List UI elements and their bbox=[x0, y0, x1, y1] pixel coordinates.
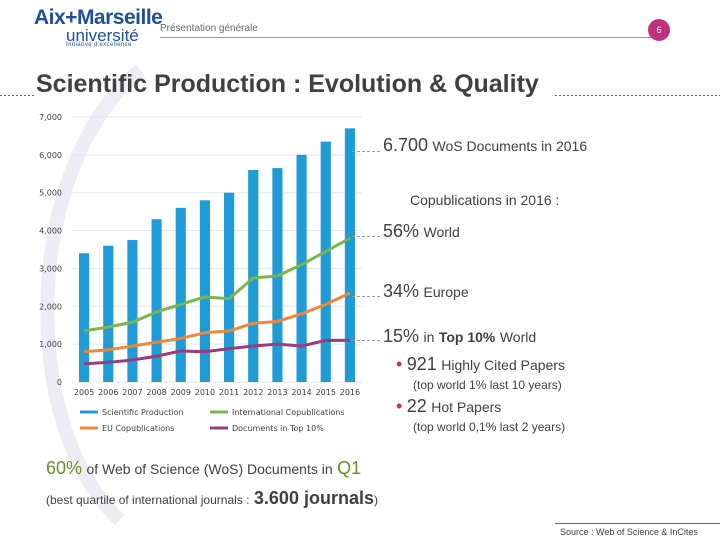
bullet-icon: • bbox=[396, 396, 403, 416]
europe-leader-line bbox=[352, 296, 380, 297]
series-line bbox=[83, 291, 351, 354]
top10-in: in bbox=[423, 329, 435, 345]
production-chart: 0 1,000 2,000 3,000 4,000 5,000 6,000 7,000 200… bbox=[39, 113, 362, 433]
x-tick-label: 2016 bbox=[340, 388, 360, 397]
legend-label: EU Copublications bbox=[102, 424, 174, 433]
bullet-icon: • bbox=[396, 354, 403, 374]
x-tick-label: 2008 bbox=[146, 388, 166, 397]
docs-value: 6.700 bbox=[383, 135, 429, 155]
header-subtitle: Présentation générale bbox=[160, 23, 258, 34]
world-leader-line bbox=[352, 236, 380, 237]
x-tick-label: 2005 bbox=[74, 388, 94, 397]
top10-leader-line bbox=[352, 340, 380, 341]
q1-value: Q1 bbox=[337, 458, 362, 478]
y-tick-label: 3,000 bbox=[39, 264, 62, 273]
bar bbox=[151, 219, 162, 382]
top10-bold: Top 10% bbox=[438, 329, 496, 345]
world-pct: 56% bbox=[383, 221, 420, 241]
europe-pct: 34% bbox=[383, 281, 420, 301]
bullet-highly-cited: • 921 Highly Cited Papers bbox=[396, 354, 565, 375]
bar bbox=[175, 207, 186, 382]
journals-value: 3.600 journals bbox=[253, 488, 374, 508]
source-divider bbox=[555, 523, 720, 524]
x-tick-label: 2007 bbox=[122, 388, 142, 397]
bullet-hot-papers: • 22 Hot Papers bbox=[396, 396, 501, 417]
bar bbox=[296, 154, 307, 382]
bar bbox=[320, 141, 331, 382]
y-tick-label: 7,000 bbox=[39, 113, 62, 122]
x-tick-label: 2014 bbox=[291, 388, 311, 397]
source-note: Source : Web of Science & InCites bbox=[560, 527, 698, 537]
series-line bbox=[83, 338, 350, 366]
journals-note-close: ) bbox=[373, 493, 378, 507]
y-tick-label: 0 bbox=[57, 378, 62, 387]
logo-line1: Aix+Marseille bbox=[34, 6, 163, 29]
world-label: World bbox=[423, 224, 460, 240]
bar bbox=[103, 245, 114, 382]
top10-label: World bbox=[499, 329, 537, 345]
x-tick-label: 2015 bbox=[316, 388, 336, 397]
bullet2-value: 22 bbox=[406, 396, 427, 416]
legend-label: Documents in Top 10% bbox=[232, 424, 324, 433]
bar bbox=[224, 192, 235, 382]
q1-text: of Web of Science (WoS) Documents in bbox=[86, 461, 333, 477]
top10-annotation: 15% in Top 10% World bbox=[383, 326, 536, 347]
slide-title: Scientific Production : Evolution & Qual… bbox=[36, 70, 539, 98]
journals-note: (best quartile of international journals… bbox=[46, 488, 378, 509]
bullet2-label: Hot Papers bbox=[431, 399, 502, 415]
copub-heading: Copublications in 2016 : bbox=[410, 192, 560, 208]
bar bbox=[248, 170, 259, 382]
europe-annotation: 34% Europe bbox=[383, 281, 469, 302]
bullet1-note: (top world 1% last 10 years) bbox=[413, 378, 562, 392]
page-number-badge: 6 bbox=[648, 19, 670, 41]
bar bbox=[199, 200, 210, 382]
x-tick-label: 2012 bbox=[243, 388, 263, 397]
bullet2-note: (top world 0,1% last 2 years) bbox=[413, 420, 566, 434]
x-tick-label: 2010 bbox=[195, 388, 215, 397]
y-tick-label: 4,000 bbox=[39, 227, 62, 236]
journals-note-text: (best quartile of international journals… bbox=[46, 493, 250, 507]
docs-leader-line bbox=[352, 151, 380, 152]
world-annotation: 56% World bbox=[383, 221, 460, 242]
header-divider bbox=[160, 37, 660, 38]
bar bbox=[79, 253, 90, 382]
docs-label: WoS Documents in 2016 bbox=[432, 138, 588, 154]
legend-label: International Copublications bbox=[232, 408, 345, 417]
bullet1-label: Highly Cited Papers bbox=[441, 357, 565, 373]
bullet1-value: 921 bbox=[406, 354, 437, 374]
series-line bbox=[83, 236, 351, 333]
bar bbox=[127, 240, 138, 382]
legend-label: Scientific Production bbox=[102, 408, 184, 417]
y-tick-label: 6,000 bbox=[39, 151, 62, 160]
europe-label: Europe bbox=[423, 284, 469, 300]
top10-pct: 15% bbox=[383, 326, 420, 346]
y-tick-label: 2,000 bbox=[39, 302, 62, 311]
logo-line3: Initiative d'excellence bbox=[66, 42, 132, 48]
q1-pct: 60% bbox=[46, 458, 83, 478]
logo-line2: université bbox=[66, 26, 139, 45]
x-tick-label: 2009 bbox=[171, 388, 191, 397]
q1-statement: 60% of Web of Science (WoS) Documents in… bbox=[46, 458, 361, 479]
y-tick-label: 5,000 bbox=[39, 189, 62, 198]
x-tick-label: 2013 bbox=[267, 388, 287, 397]
x-tick-label: 2006 bbox=[98, 388, 118, 397]
bar bbox=[344, 128, 355, 382]
university-logo: Aix+Marseille université Initiative d'ex… bbox=[34, 6, 163, 52]
docs-annotation: 6.700 WoS Documents in 2016 bbox=[383, 135, 587, 156]
x-tick-label: 2011 bbox=[219, 388, 239, 397]
y-tick-label: 1,000 bbox=[39, 340, 62, 349]
